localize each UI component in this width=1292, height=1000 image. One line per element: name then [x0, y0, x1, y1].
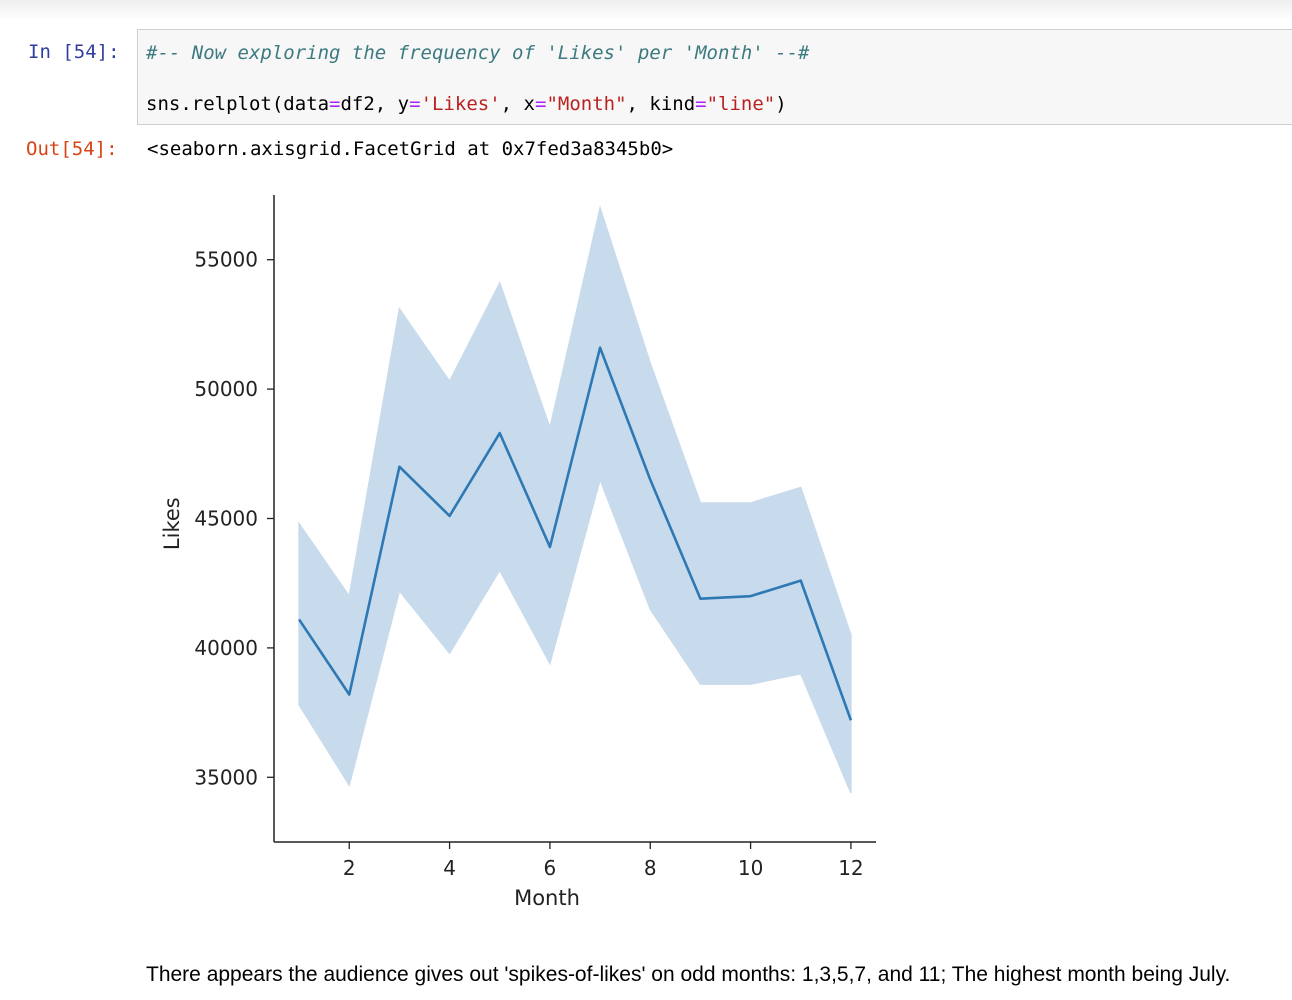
code-cell-input[interactable]: #-- Now exploring the frequency of 'Like…: [137, 29, 1292, 125]
y-tick-label: 45000: [194, 507, 258, 531]
series-line: [298, 346, 853, 721]
x-tick-label: 8: [644, 856, 657, 880]
top-bar: [0, 0, 1292, 20]
code-string: "line": [706, 93, 776, 115]
x-tick-label: 12: [838, 856, 863, 880]
x-axis-label: Month: [514, 886, 580, 910]
code-string: "Month": [546, 93, 627, 115]
code-close: ): [775, 93, 787, 115]
y-tick-label: 55000: [194, 248, 258, 272]
code-fn: sns.relplot(data: [146, 93, 330, 115]
code-call-line: sns.relplot(data=df2, y='Likes', x="Mont…: [146, 92, 787, 116]
y-tick-label: 40000: [194, 636, 258, 660]
output-prompt: Out[54]:: [26, 138, 118, 160]
code-op: =: [409, 93, 421, 115]
y-tick-label: 35000: [194, 765, 258, 789]
x-tick-label: 10: [738, 856, 763, 880]
code-arg: , x: [500, 93, 535, 115]
analysis-note: There appears the audience gives out 'sp…: [146, 963, 1231, 986]
x-tick-label: 4: [443, 856, 456, 880]
output-text: <seaborn.axisgrid.FacetGrid at 0x7fed3a8…: [147, 138, 674, 160]
x-tick-label: 6: [544, 856, 557, 880]
code-arg: df2, y: [340, 93, 410, 115]
input-prompt: In [54]:: [28, 41, 120, 63]
code-op: =: [695, 93, 707, 115]
code-op: =: [534, 93, 547, 115]
x-tick-label: 2: [343, 856, 356, 880]
confidence-band: [298, 205, 852, 794]
code-arg: , kind: [626, 93, 696, 115]
code-comment: #-- Now exploring the frequency of 'Like…: [146, 42, 810, 64]
y-axis-label: Likes: [160, 497, 184, 550]
code-comment-line: #-- Now exploring the frequency of 'Like…: [146, 41, 809, 65]
code-op: =: [329, 93, 341, 115]
y-tick-label: 50000: [194, 377, 258, 401]
code-string: 'Likes': [420, 93, 501, 115]
